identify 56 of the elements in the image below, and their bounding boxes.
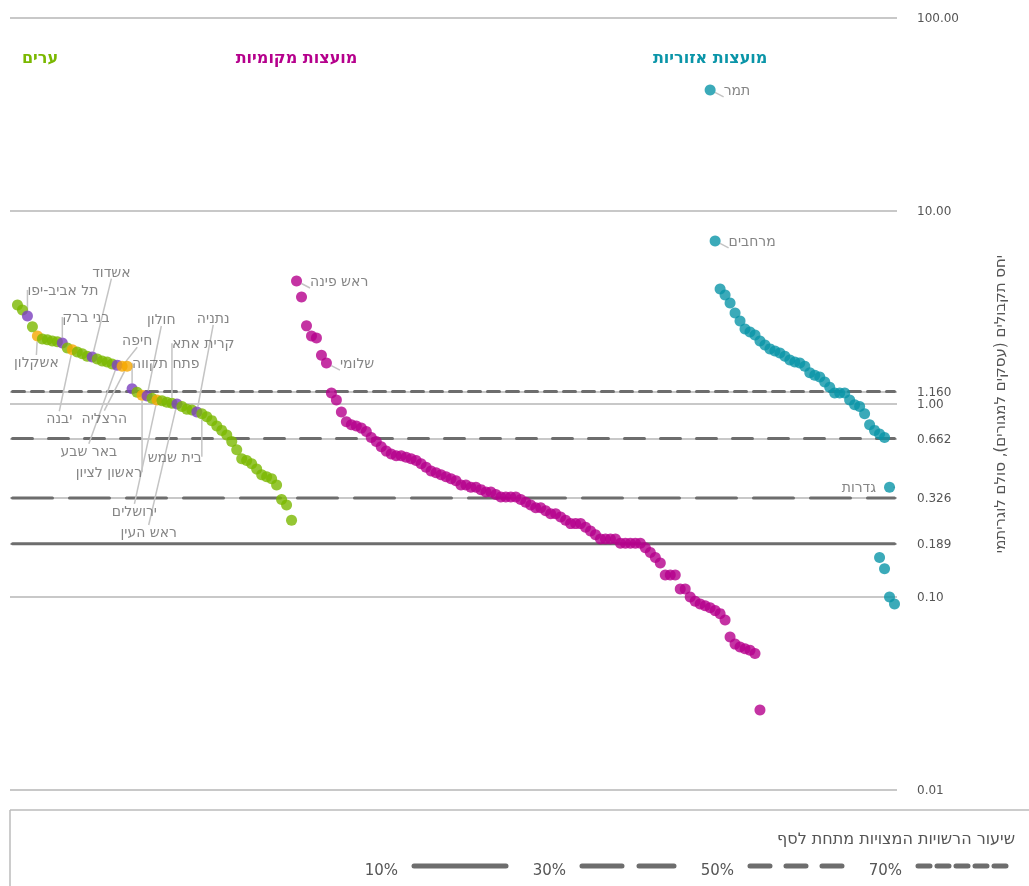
- point: [281, 499, 293, 511]
- data-label: יבנה: [46, 410, 73, 427]
- data-label: תל אביב-יפו: [27, 281, 99, 298]
- point: [879, 563, 891, 575]
- point: [271, 479, 283, 491]
- y-tick-label: 1.00: [917, 397, 944, 411]
- series-label: מועצות אזוריות: [652, 47, 768, 67]
- point: [21, 310, 33, 322]
- point: [889, 598, 901, 610]
- data-label: תמר: [723, 81, 751, 98]
- point: [884, 481, 896, 493]
- y-tick-label: 1.160: [917, 384, 952, 399]
- y-tick-label: 0.189: [917, 536, 952, 551]
- text: 50%: [700, 861, 734, 879]
- data-label: חיפה: [122, 332, 153, 349]
- text: מועצות מקומיות: [235, 47, 358, 67]
- data-label: ראש העין: [120, 524, 177, 540]
- point: [724, 297, 736, 309]
- data-label: ראש פינה: [310, 272, 369, 289]
- y-tick-label: 0.10: [917, 590, 944, 604]
- data-label: אשקלון: [14, 354, 59, 371]
- text: 70%: [868, 861, 902, 879]
- point: [26, 321, 38, 333]
- point: [879, 432, 891, 444]
- y-axis-title: יחס תקבולים (עסקים למגורים), סולם לוגריתמי: [990, 254, 1009, 554]
- data-label: אשדוד: [92, 263, 131, 280]
- y-tick-label: 100.00: [917, 11, 959, 25]
- data-label: בית שמש: [147, 448, 202, 465]
- y-tick-label: 0.01: [917, 783, 944, 797]
- y-tick-label: 0.662: [917, 431, 952, 446]
- data-label: קרית אתא: [171, 335, 235, 352]
- legend-title: שיעור הרשויות המצויות מתחת לסף: [777, 828, 1015, 848]
- point: [859, 408, 871, 420]
- point: [226, 435, 238, 447]
- data-label: ירושלים: [111, 502, 158, 519]
- data-label: פתח תקווה: [132, 354, 200, 371]
- y-tick-label: 10.00: [917, 204, 952, 218]
- data-label: בני ברק: [62, 309, 110, 326]
- point: [121, 360, 133, 372]
- text: 10%: [364, 861, 398, 879]
- data-label: הרצליה: [81, 409, 128, 426]
- point: [286, 514, 298, 526]
- data-label: שלומי: [339, 355, 375, 372]
- text: 30%: [532, 861, 566, 879]
- data-label: ראשון לציון: [75, 464, 143, 481]
- data-label: חולון: [147, 311, 176, 328]
- point: [709, 235, 721, 247]
- point: [704, 84, 716, 96]
- y-tick-label: 0.326: [917, 490, 952, 505]
- data-label: נתניה: [196, 309, 230, 326]
- point: [874, 552, 886, 564]
- data-label: מרחבים: [728, 232, 776, 249]
- text: ערים: [21, 47, 59, 67]
- point: [231, 444, 243, 456]
- data-label: גדרות: [841, 479, 877, 496]
- data-label: באר שבע: [60, 442, 118, 459]
